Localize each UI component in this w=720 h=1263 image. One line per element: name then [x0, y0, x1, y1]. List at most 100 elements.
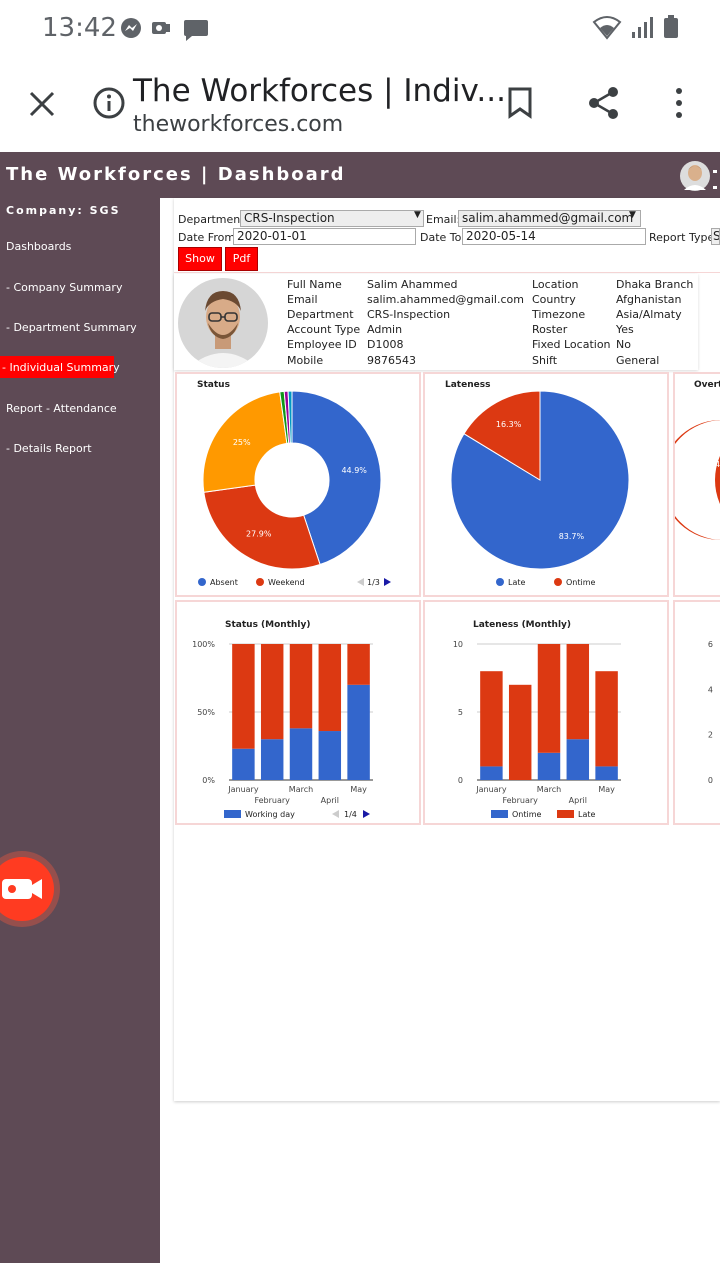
sidebar-item-dashboards[interactable]: Dashboards	[6, 240, 72, 253]
bar-segment	[260, 739, 284, 780]
wifi-icon	[592, 16, 622, 40]
bar-segment	[566, 739, 590, 780]
message-icon	[184, 20, 208, 41]
system-icons	[592, 15, 678, 40]
legend-prev-icon	[332, 810, 339, 818]
legend-prev-icon	[357, 578, 364, 586]
profile-value: Salim Ahammed	[367, 278, 458, 291]
lateness-chart-panel: Lateness 83.7% 16.3% Late Ontime	[423, 372, 669, 597]
y-tick-label: 10	[453, 640, 463, 649]
report-type-select[interactable]: S	[711, 228, 720, 245]
bar-segment	[480, 766, 503, 780]
profile-label: Employee ID	[287, 338, 357, 351]
app-header: The Workforces | Dashboard	[0, 152, 720, 198]
x-tick-label: April	[321, 796, 339, 805]
profile-value: CRS-Inspection	[367, 308, 451, 321]
x-tick-label: March	[537, 785, 561, 794]
profile-value: Afghanistan	[616, 293, 682, 306]
department-dropdown-arrow: ▼	[414, 210, 421, 220]
bar-segment	[318, 644, 342, 732]
slice-label: 44.9%	[341, 466, 367, 475]
bar-segment	[537, 644, 561, 753]
profile-label: Full Name	[287, 278, 342, 291]
notification-icons	[121, 18, 208, 41]
x-tick-label: February	[254, 796, 290, 805]
email-select[interactable]: salim.ahammed@gmail.com	[458, 210, 641, 227]
legend-marker	[554, 578, 562, 586]
email-label: Email:	[426, 213, 461, 226]
legend-label: Late	[508, 578, 525, 587]
profile-label: Fixed Location	[532, 338, 611, 351]
x-tick-label: January	[227, 785, 259, 794]
bar-segment	[566, 644, 590, 740]
status-bar: 13:42	[0, 0, 720, 56]
y-tick-label: 4	[708, 685, 713, 694]
profile-label: Account Type	[287, 323, 361, 336]
signal-icon	[632, 17, 653, 38]
date-from-input[interactable]: 2020-01-01	[233, 228, 416, 245]
lateness-monthly-bar-chart: 0 5 10 January February March April May Ontime La…	[453, 640, 621, 819]
bookmark-icon[interactable]	[507, 87, 533, 119]
x-tick-label: April	[569, 796, 587, 805]
slice-label: 25%	[233, 438, 251, 447]
sidebar-item-report-attendance[interactable]: Report - Attendance	[6, 402, 117, 415]
pie-slice	[463, 390, 541, 481]
pie-slice	[202, 391, 288, 493]
legend-label: Ontime	[566, 578, 596, 587]
status-monthly-panel: Status (Monthly) 0% 50% 100% January Februar…	[175, 600, 421, 825]
sidebar-item-individual-summary[interactable]: - Individual Summary	[2, 361, 120, 374]
slice-label: 27.9%	[246, 530, 272, 539]
date-to-input[interactable]: 2020-05-14	[462, 228, 646, 245]
legend-marker	[496, 578, 504, 586]
sidebar-item-details-report[interactable]: - Details Report	[6, 442, 92, 455]
overtime-monthly-panel: 0 2 4 6	[673, 600, 720, 825]
screen-recorder-button[interactable]	[0, 848, 64, 930]
user-avatar[interactable]	[679, 160, 720, 192]
profile-label: Timezone	[532, 308, 586, 321]
slice-label: 4	[715, 460, 720, 469]
close-icon[interactable]	[28, 90, 56, 118]
legend-label: Late	[578, 810, 595, 819]
email-dropdown-arrow: ▼	[629, 210, 636, 220]
pie-slice	[675, 420, 720, 540]
company-label: Company: SGS	[6, 204, 121, 217]
profile-label: Roster	[532, 323, 568, 336]
bar-segment	[347, 644, 370, 685]
legend-marker	[224, 810, 241, 818]
page-url[interactable]: theworkforces.com	[133, 112, 344, 137]
legend-marker	[198, 578, 206, 586]
department-select[interactable]: CRS-Inspection	[240, 210, 424, 227]
legend-label: Working day	[245, 810, 295, 819]
share-icon[interactable]	[586, 85, 622, 121]
y-tick-label: 2	[708, 731, 713, 740]
y-tick-label: 6	[708, 640, 713, 649]
info-icon[interactable]	[92, 86, 126, 120]
pie-slice	[291, 390, 382, 566]
video-icon	[152, 22, 170, 34]
chart-title: Status (Monthly)	[225, 620, 311, 630]
x-tick-label: May	[598, 785, 615, 794]
pdf-button[interactable]: Pdf	[225, 247, 258, 271]
profile-label: Shift	[532, 354, 558, 367]
bar-segment	[508, 684, 532, 780]
lateness-monthly-panel: Lateness (Monthly) 0 5 10 January February Ma…	[423, 600, 669, 825]
chart-title: Lateness (Monthly)	[473, 620, 572, 630]
battery-icon	[664, 15, 678, 38]
sidebar-item-department-summary[interactable]: - Department Summary	[6, 321, 137, 334]
more-menu-icon[interactable]	[673, 86, 685, 120]
legend-marker	[491, 810, 508, 818]
y-tick-label: 100%	[192, 640, 215, 649]
y-tick-label: 0	[708, 776, 713, 785]
profile-value: D1008	[367, 338, 404, 351]
bar-segment	[232, 748, 255, 780]
y-tick-label: 0	[458, 776, 463, 785]
x-tick-label: January	[475, 785, 507, 794]
divider	[174, 272, 720, 273]
show-button[interactable]: Show	[178, 247, 222, 271]
chart-title: Overti	[694, 380, 720, 390]
y-tick-label: 50%	[197, 708, 215, 717]
messenger-icon	[121, 18, 141, 38]
legend-next-icon	[363, 810, 370, 818]
sidebar-item-company-summary[interactable]: - Company Summary	[6, 281, 123, 294]
sidebar-active-highlight	[0, 356, 114, 378]
